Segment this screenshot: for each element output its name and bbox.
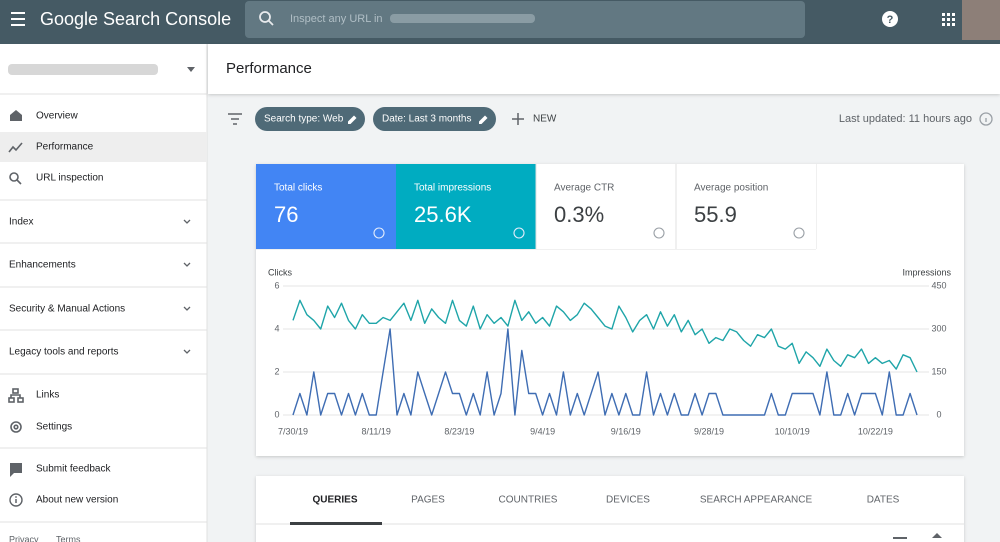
chevron [183, 349, 191, 354]
metric-tile[interactable] [536, 164, 676, 249]
active-item-background [0, 132, 207, 162]
help-button[interactable]: ? [882, 11, 898, 27]
metric-label: Total impressions [414, 183, 491, 194]
series-line [292, 328, 918, 416]
x-tick-label: 8/11/19 [362, 426, 391, 436]
y-tick-label: 2 [274, 366, 279, 376]
menu-button[interactable] [11, 12, 25, 26]
metric-value: 55.9 [694, 202, 737, 227]
chevron [183, 306, 191, 311]
y2-tick-label: 0 [936, 409, 941, 419]
y-tick-label: 6 [274, 280, 279, 290]
url-inspection-icon [9, 172, 22, 185]
performance-icon [8, 142, 23, 153]
apps-button[interactable] [942, 13, 955, 26]
x-tick-label: 10/22/19 [858, 426, 893, 436]
metric-value: 25.6K [414, 202, 472, 227]
x-tick-label: 9/28/19 [694, 426, 724, 436]
nav-section[interactable]: Legacy tools and reports [9, 347, 119, 358]
metric-tile[interactable] [676, 164, 816, 249]
sidebar [0, 44, 207, 542]
tab[interactable]: PAGES [411, 495, 445, 506]
title-bar [208, 44, 1000, 94]
nav-item[interactable]: Links [36, 390, 59, 401]
edit-icon [479, 115, 488, 124]
search-placeholder: Inspect any URL in [290, 13, 383, 25]
x-tick-label: 7/30/19 [278, 426, 308, 436]
svg-text:?: ? [887, 14, 894, 26]
new-button[interactable]: NEW [533, 114, 557, 125]
metric-value: 0.3% [554, 202, 604, 227]
x-tick-label: 9/4/19 [530, 426, 555, 436]
download-button[interactable] [932, 533, 942, 538]
edit-icon [348, 115, 357, 124]
filter-chip[interactable] [255, 107, 365, 131]
chip-label: Date: Last 3 months [382, 114, 472, 125]
chevron [183, 219, 191, 224]
links-icon [8, 388, 24, 403]
footer-link[interactable]: Privacy [9, 534, 39, 542]
metric-label: Average position [694, 183, 768, 194]
y2-tick-label: 300 [931, 323, 946, 333]
nav-section[interactable]: Security & Manual Actions [9, 304, 125, 315]
series-line [292, 299, 918, 373]
info-icon[interactable] [979, 112, 993, 126]
y2-tick-label: 150 [931, 366, 946, 376]
y-tick-label: 0 [274, 409, 279, 419]
dropdown-arrow [187, 67, 195, 72]
page-title: Performance [226, 60, 312, 77]
tab[interactable]: COUNTRIES [499, 495, 558, 506]
y2-tick-label: 450 [931, 280, 946, 290]
about-icon [9, 493, 23, 507]
tabs-card [256, 476, 964, 542]
x-tick-label: 9/16/19 [611, 426, 641, 436]
metric-label: Average CTR [554, 183, 614, 194]
active-tab-indicator [290, 522, 382, 525]
filter-icon[interactable] [228, 113, 242, 125]
nav-item[interactable]: URL inspection [36, 173, 103, 184]
filter-chip[interactable] [373, 107, 496, 131]
metric-tile[interactable] [396, 164, 536, 249]
brand: Google Search Console [40, 9, 231, 29]
tab[interactable]: QUERIES [312, 495, 357, 506]
new-button-icon [512, 113, 524, 125]
nav-item[interactable]: Performance [36, 142, 94, 153]
last-updated: Last updated: 11 hours ago [839, 113, 972, 125]
footer-link[interactable]: Terms [56, 534, 81, 542]
search-icon [259, 11, 274, 26]
help-icon [653, 227, 665, 239]
nav-item[interactable]: About new version [36, 495, 118, 506]
nav-section[interactable]: Enhancements [9, 260, 76, 271]
metric-label: Total clicks [274, 183, 322, 194]
tab[interactable]: SEARCH APPEARANCE [700, 495, 813, 506]
y-axis-title: Clicks [268, 267, 292, 277]
nav-item[interactable]: Settings [36, 422, 72, 433]
nav-section[interactable]: Index [9, 217, 33, 228]
tab[interactable]: DATES [867, 495, 900, 506]
chevron [183, 262, 191, 267]
help-icon [793, 227, 805, 239]
settings-icon [10, 421, 22, 433]
y2-axis-title: Impressions [902, 267, 951, 277]
x-tick-label: 10/10/19 [775, 426, 810, 436]
y-tick-label: 4 [274, 323, 279, 333]
overview-icon [10, 110, 22, 121]
help-icon [373, 227, 385, 239]
metric-value: 76 [274, 202, 298, 227]
help-icon [513, 227, 525, 239]
metric-tile[interactable] [256, 164, 396, 249]
chip-label: Search type: Web [264, 114, 344, 125]
blurred-text [390, 14, 535, 23]
tab[interactable]: DEVICES [606, 495, 650, 506]
x-tick-label: 8/23/19 [444, 426, 474, 436]
property-selector[interactable] [8, 64, 158, 75]
feedback-icon [10, 463, 22, 477]
nav-item[interactable]: Submit feedback [36, 464, 111, 475]
avatar[interactable] [962, 0, 1000, 40]
nav-item[interactable]: Overview [36, 111, 78, 122]
